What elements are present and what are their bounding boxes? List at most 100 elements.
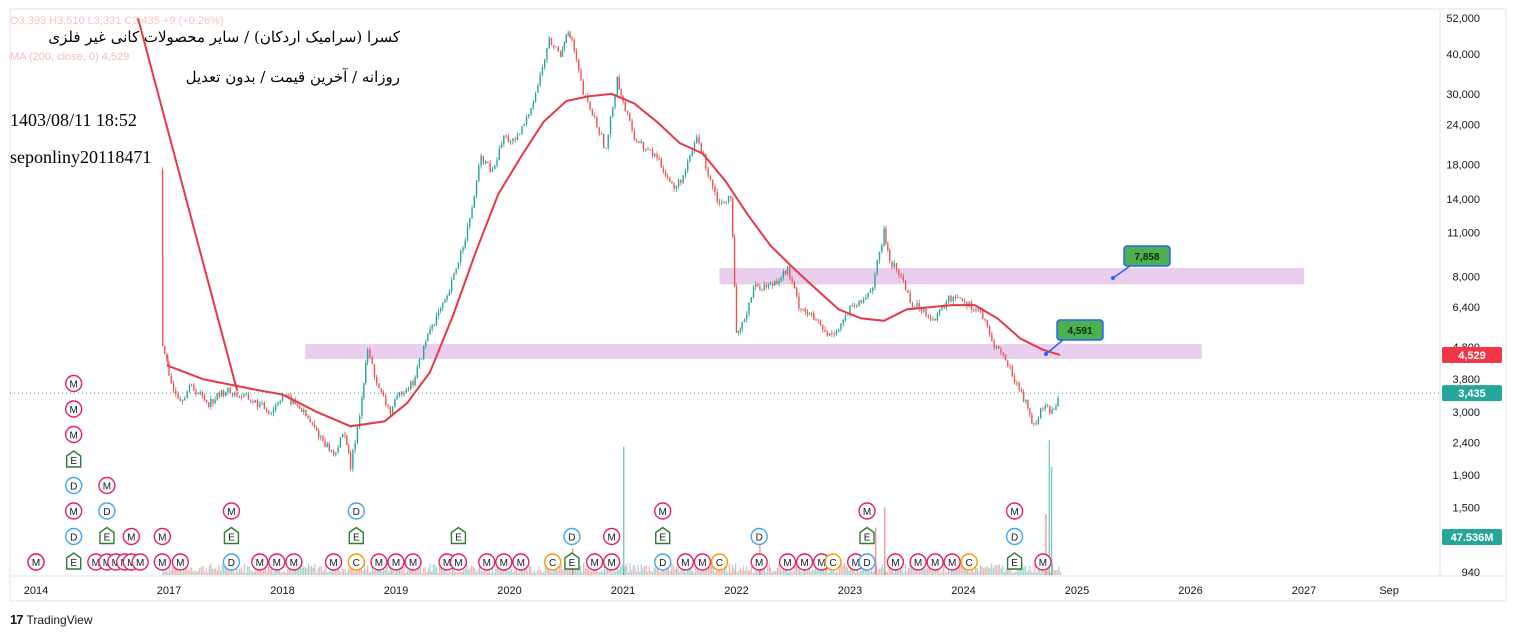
event-marker-c[interactable]: C xyxy=(710,553,729,571)
event-marker-e[interactable]: E xyxy=(348,526,364,545)
event-marker-d[interactable]: D xyxy=(1005,527,1024,546)
event-marker-m[interactable]: M xyxy=(98,476,116,495)
event-marker-m[interactable]: M xyxy=(64,425,83,444)
event-marker-m[interactable]: M xyxy=(251,553,269,571)
event-marker-m[interactable]: M xyxy=(886,553,905,571)
event-marker-m[interactable]: M xyxy=(122,527,141,546)
event-marker-m[interactable]: M xyxy=(602,527,621,546)
event-marker-m[interactable]: M xyxy=(693,553,712,571)
candle-body xyxy=(167,358,169,364)
event-letter: M xyxy=(914,558,922,569)
event-marker-m[interactable]: M xyxy=(858,502,876,520)
volume-bar xyxy=(906,571,908,575)
candle-body xyxy=(878,251,881,261)
volume-bar xyxy=(903,572,905,575)
candle-body xyxy=(238,396,241,398)
volume-bar xyxy=(208,566,210,575)
event-marker-m[interactable]: M xyxy=(750,553,768,571)
event-marker-m[interactable]: M xyxy=(64,502,83,520)
volume-bar xyxy=(426,572,428,575)
event-marker-e[interactable]: E xyxy=(564,552,580,570)
candle-body xyxy=(802,309,804,310)
event-marker-e[interactable]: E xyxy=(450,526,467,545)
volume-bar xyxy=(861,565,863,575)
volume-bar xyxy=(767,566,769,575)
volume-bar xyxy=(959,566,961,575)
event-marker-m[interactable]: M xyxy=(585,553,604,571)
event-marker-m[interactable]: M xyxy=(404,553,422,571)
event-marker-e[interactable]: E xyxy=(859,526,875,545)
event-marker-m[interactable]: M xyxy=(495,553,513,571)
event-marker-m[interactable]: M xyxy=(268,553,286,571)
event-marker-m[interactable]: M xyxy=(387,553,405,571)
event-marker-d[interactable]: D xyxy=(563,527,581,546)
event-marker-e[interactable]: E xyxy=(65,552,82,570)
candle-body xyxy=(256,400,259,408)
event-marker-d[interactable]: D xyxy=(750,527,768,546)
event-marker-m[interactable]: M xyxy=(449,553,468,571)
event-marker-m[interactable]: M xyxy=(943,553,961,571)
volume-bar xyxy=(954,567,956,575)
event-marker-m[interactable]: M xyxy=(909,553,927,571)
price-callout[interactable]: 7,858 xyxy=(1111,245,1171,280)
candle-body xyxy=(1055,406,1057,410)
event-marker-m[interactable]: M xyxy=(1034,553,1052,571)
event-marker-m[interactable]: M xyxy=(324,553,343,571)
candle-body xyxy=(534,92,537,102)
event-letter: C xyxy=(966,558,973,569)
event-marker-m[interactable]: M xyxy=(1005,502,1024,520)
event-marker-m[interactable]: M xyxy=(478,553,496,571)
volume-bar xyxy=(1005,569,1007,575)
price-axis[interactable]: 52,000 40,000 30,000 24,000 18,000 14,000 11,0… xyxy=(1446,13,1480,579)
event-marker-m[interactable]: M xyxy=(171,553,190,571)
event-marker-e[interactable]: E xyxy=(99,526,115,545)
event-marker-e[interactable]: E xyxy=(1006,552,1023,570)
volume-bar xyxy=(733,568,735,575)
event-marker-e[interactable]: E xyxy=(65,450,82,468)
volume-bar xyxy=(357,567,359,575)
event-marker-d[interactable]: D xyxy=(222,553,241,571)
volume-bar xyxy=(351,568,353,575)
event-marker-c[interactable]: C xyxy=(960,553,978,571)
event-marker-m[interactable]: M xyxy=(795,553,814,571)
time-axis[interactable]: 2014 2017 2018 2019 2020 2021 2022 2023 2024 2025… xyxy=(24,585,1399,597)
candle-body xyxy=(948,295,950,302)
event-marker-e[interactable]: E xyxy=(655,526,671,545)
price-callout[interactable]: 4,591 xyxy=(1044,319,1104,356)
event-marker-m[interactable]: M xyxy=(64,400,83,418)
event-marker-m[interactable]: M xyxy=(602,553,621,571)
volume-bar xyxy=(531,572,534,575)
tradingview-footer[interactable]: 17 TradingView xyxy=(10,612,93,627)
event-marker-m[interactable]: M xyxy=(926,553,944,571)
event-marker-m[interactable]: M xyxy=(778,553,797,571)
event-marker-m[interactable]: M xyxy=(222,502,241,520)
event-marker-m[interactable]: M xyxy=(654,502,672,520)
event-marker-m[interactable]: M xyxy=(153,527,172,546)
event-marker-d[interactable]: D xyxy=(64,476,83,495)
event-marker-m[interactable]: M xyxy=(370,553,388,571)
event-marker-m[interactable]: M xyxy=(676,553,695,571)
event-marker-d[interactable]: D xyxy=(347,502,365,520)
candle-body xyxy=(431,325,433,330)
event-marker-c[interactable]: C xyxy=(543,553,562,571)
event-marker-d[interactable]: D xyxy=(858,553,876,571)
event-marker-e[interactable]: E xyxy=(223,526,240,545)
event-marker-m[interactable]: M xyxy=(285,553,303,571)
candle-body xyxy=(403,392,405,395)
volume-bar xyxy=(1024,565,1026,575)
event-marker-d[interactable]: D xyxy=(98,502,116,520)
event-marker-d[interactable]: D xyxy=(64,527,83,546)
event-marker-m[interactable]: M xyxy=(153,553,172,571)
event-marker-m[interactable]: M xyxy=(27,553,45,571)
volume-bar xyxy=(943,563,945,575)
event-marker-m[interactable]: M xyxy=(131,553,149,571)
candle-body xyxy=(328,443,331,452)
event-marker-m[interactable]: M xyxy=(512,553,530,571)
event-marker-c[interactable]: C xyxy=(347,553,365,571)
candle-body xyxy=(201,392,204,396)
event-marker-c[interactable]: C xyxy=(824,553,842,571)
event-marker-d[interactable]: D xyxy=(654,553,672,571)
volume-bar xyxy=(259,570,262,575)
event-marker-m[interactable]: M xyxy=(64,374,83,393)
